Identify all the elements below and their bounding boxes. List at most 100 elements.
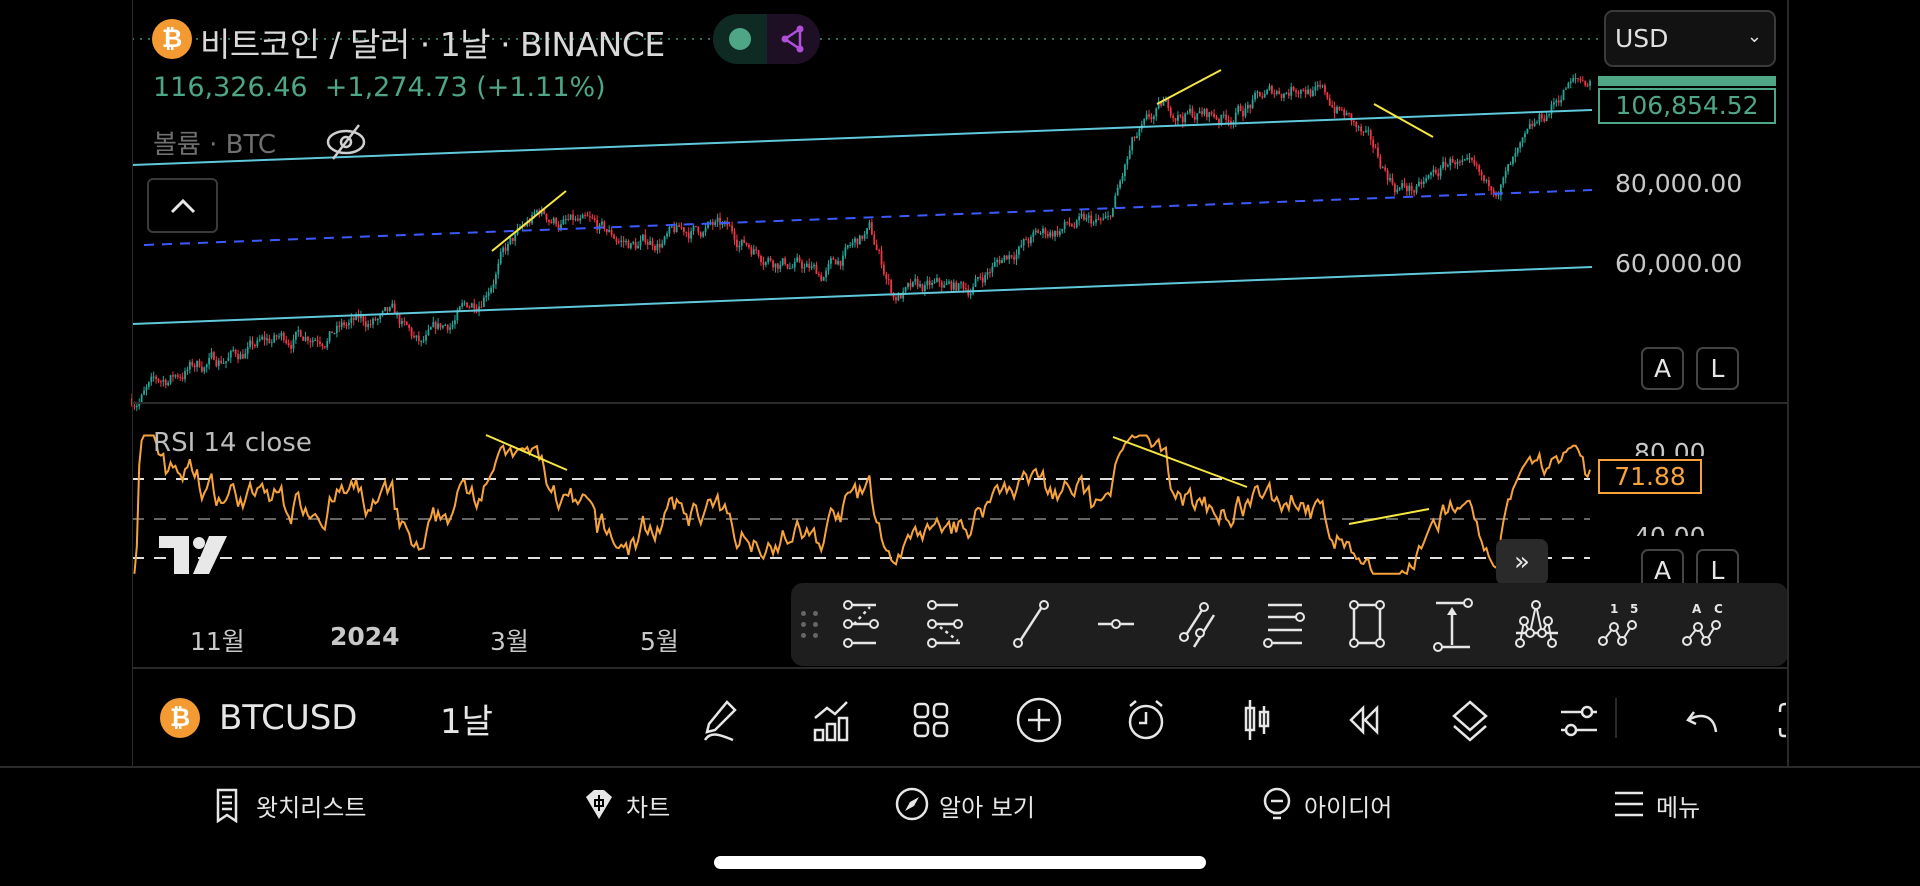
candle-body	[952, 282, 955, 290]
candle-body	[321, 344, 324, 347]
tool-parallel-channel-button[interactable]	[1159, 590, 1243, 660]
settings-sliders-button[interactable]	[1551, 692, 1607, 748]
tool-trend-line-button[interactable]	[991, 590, 1075, 660]
log-scale-button[interactable]: L	[1696, 347, 1739, 390]
candle-body	[1398, 187, 1401, 190]
add-circle-button[interactable]	[1011, 692, 1067, 748]
eye-hidden-icon[interactable]	[325, 122, 367, 166]
candle-body	[690, 231, 693, 239]
candle-body	[1121, 176, 1124, 181]
candle-style-icon	[1244, 700, 1270, 740]
candle-body	[714, 221, 717, 226]
pitchfork-lines-icon	[1263, 603, 1305, 648]
tool-fib-extension-button[interactable]	[907, 590, 991, 660]
candle-style-button[interactable]	[1228, 692, 1284, 748]
candle-body	[1574, 78, 1577, 80]
candle-body	[923, 285, 926, 292]
candle-body	[846, 245, 849, 248]
currency-select[interactable]: USD ⌄	[1604, 10, 1776, 67]
candle-body	[396, 314, 398, 316]
tool-head-and-shoulders-button[interactable]	[1495, 590, 1579, 660]
candle-body	[1222, 114, 1225, 116]
svg-text:C: C	[1714, 602, 1723, 616]
symbol-title[interactable]: 비트코인 / 달러 · 1날 · BINANCE	[200, 25, 665, 64]
candle-body	[1553, 102, 1555, 105]
replay-icon	[1349, 704, 1379, 736]
candle-body	[466, 302, 468, 308]
candle-body	[319, 341, 321, 345]
drag-handle-icon[interactable]	[801, 611, 823, 638]
candle-body	[1201, 111, 1203, 115]
tool-pitchfork-lines-button[interactable]	[1243, 590, 1327, 660]
candle-body	[1256, 91, 1259, 93]
candle-body	[160, 381, 162, 383]
candle-body	[1471, 157, 1473, 161]
candle-body	[509, 237, 512, 244]
candle-body	[1150, 116, 1153, 120]
candle-body	[1439, 167, 1442, 177]
candle-body	[143, 390, 145, 395]
indicators-button[interactable]	[803, 692, 859, 748]
candle-body	[880, 250, 883, 265]
candle-body	[338, 325, 341, 327]
pane-divider[interactable]	[132, 402, 1788, 404]
symbol-button[interactable]: BTCUSD	[219, 698, 358, 738]
candle-body	[167, 382, 170, 386]
last-price: 116,326.46	[153, 72, 308, 103]
nav-item-4[interactable]: 메뉴	[1612, 783, 1700, 827]
nav-item-1[interactable]: 차트	[582, 783, 670, 827]
tool-price-range-button[interactable]	[1411, 590, 1495, 660]
candle-body	[1099, 219, 1102, 221]
rsi-divergence-line	[1112, 436, 1248, 488]
candle-body	[1540, 114, 1543, 119]
candle-body	[309, 340, 312, 343]
tool-fib-retracement-button[interactable]	[823, 590, 907, 660]
candle-body	[1013, 256, 1015, 260]
fullscreen-button[interactable]	[1768, 692, 1824, 748]
tool-rectangle-button[interactable]	[1327, 590, 1411, 660]
templates-button[interactable]	[903, 692, 959, 748]
layers-button[interactable]	[1442, 692, 1498, 748]
collapse-button[interactable]	[147, 178, 218, 233]
status-pill[interactable]	[713, 14, 820, 64]
candle-body	[1413, 190, 1416, 193]
draw-pen-button[interactable]	[693, 692, 749, 748]
candle-body	[663, 236, 666, 244]
candle-body	[883, 264, 885, 275]
candle-body	[1102, 218, 1105, 220]
candle-body	[1220, 115, 1223, 123]
candle-body	[743, 239, 746, 243]
drawings[interactable]	[131, 69, 1593, 525]
candle-body	[668, 227, 671, 234]
share-icon[interactable]	[766, 14, 820, 64]
candle-body	[767, 258, 770, 263]
replay-button[interactable]	[1335, 692, 1391, 748]
nav-item-2[interactable]: 알아 보기	[895, 783, 1035, 827]
candle-body	[552, 218, 555, 224]
candle-body	[1533, 122, 1536, 127]
candle-body	[789, 267, 791, 269]
home-indicator[interactable]	[714, 856, 1206, 869]
candle-body	[1391, 177, 1394, 184]
alarm-clock-button[interactable]	[1118, 692, 1174, 748]
candle-body	[1374, 147, 1377, 149]
candle-body	[434, 321, 437, 329]
nav-item-3[interactable]: 아이디어	[1260, 783, 1392, 827]
undo-button[interactable]	[1676, 692, 1732, 748]
candle-body	[1461, 160, 1464, 162]
nav-item-0[interactable]: 왓치리스트	[212, 783, 366, 827]
candle-body	[914, 278, 917, 282]
candle-body	[1466, 158, 1469, 160]
interval-button[interactable]: 1날	[440, 701, 493, 742]
expand-toolbar-button[interactable]: »	[1496, 539, 1548, 585]
candle-body	[1075, 220, 1078, 228]
candle-body	[1302, 89, 1305, 91]
auto-scale-button[interactable]: A	[1641, 347, 1684, 390]
candle-body	[1357, 126, 1360, 128]
candle-body	[215, 359, 218, 367]
parallel-channel-icon	[1179, 601, 1216, 648]
tool-horizontal-ray-button[interactable]	[1075, 590, 1159, 660]
